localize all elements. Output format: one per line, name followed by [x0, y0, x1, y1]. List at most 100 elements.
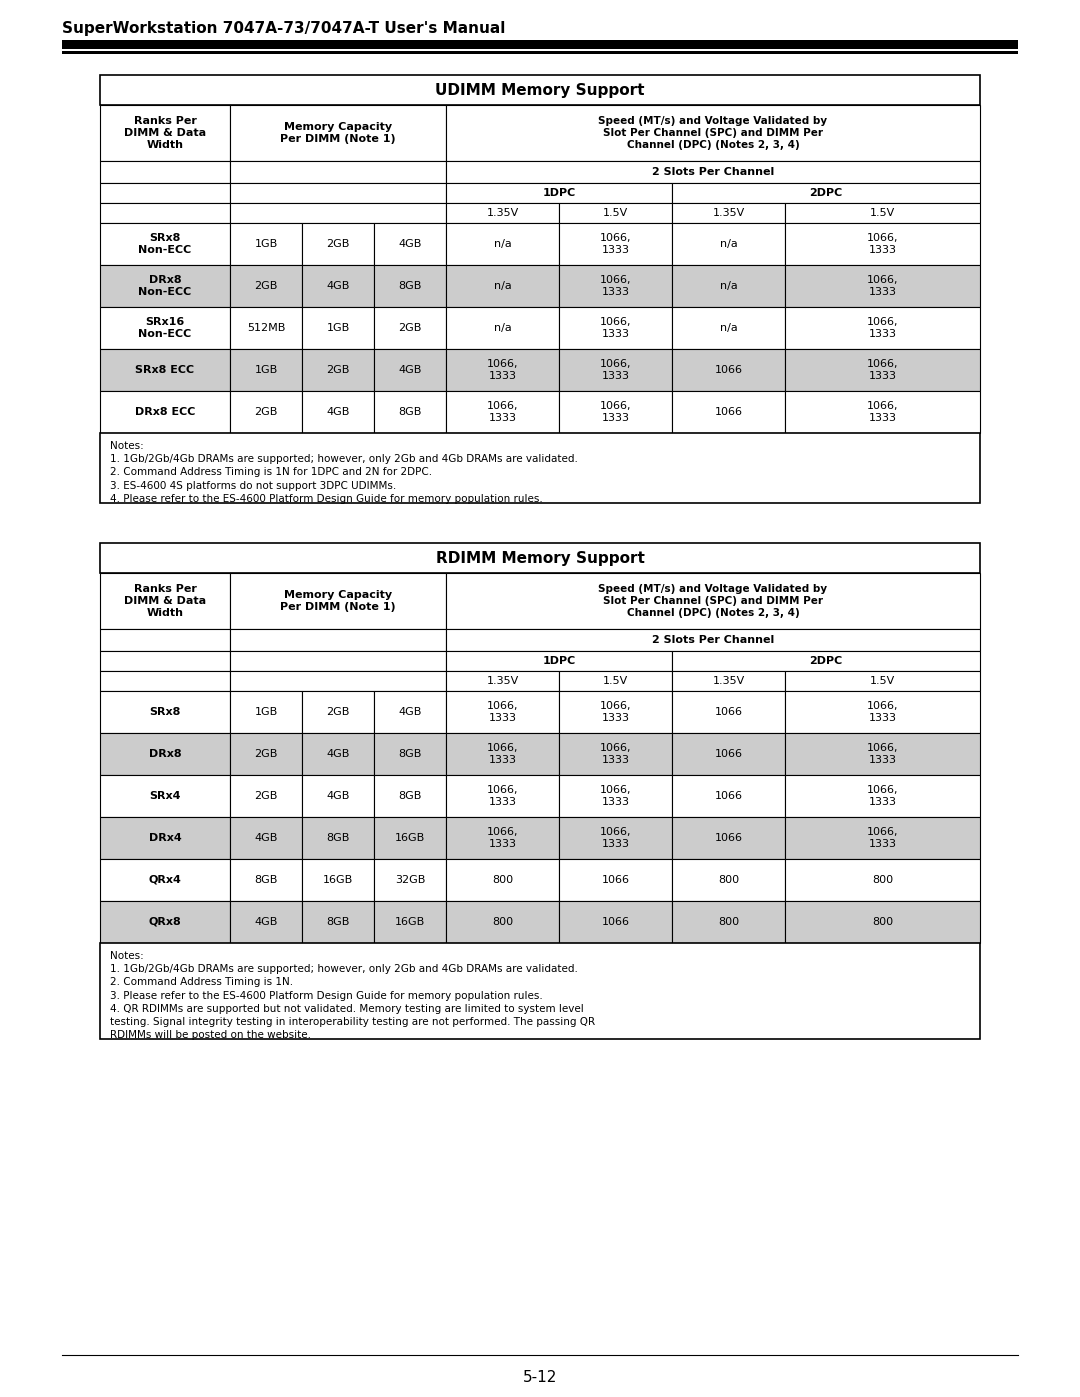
- Bar: [374, 391, 446, 433]
- Text: Ranks Per
DIMM & Data
Width: Ranks Per DIMM & Data Width: [124, 116, 206, 149]
- Bar: [785, 307, 980, 349]
- Bar: [446, 105, 980, 161]
- Bar: [559, 224, 672, 265]
- Bar: [446, 161, 980, 183]
- Text: 1066,
1333: 1066, 1333: [599, 317, 631, 339]
- Text: SuperWorkstation 7047A-73/7047A-T User's Manual: SuperWorkstation 7047A-73/7047A-T User's…: [62, 21, 505, 35]
- Text: SRx8
Non-ECC: SRx8 Non-ECC: [138, 233, 191, 254]
- Text: QRx4: QRx4: [149, 875, 181, 886]
- Bar: [230, 183, 446, 203]
- Text: 2 Slots Per Channel: 2 Slots Per Channel: [652, 168, 774, 177]
- Bar: [374, 733, 446, 775]
- Text: n/a: n/a: [719, 281, 738, 291]
- Text: 2GB: 2GB: [326, 365, 350, 374]
- Text: Ranks Per
DIMM & Data
Width: Ranks Per DIMM & Data Width: [124, 584, 206, 617]
- Text: 1.35V: 1.35V: [486, 208, 518, 218]
- Bar: [446, 203, 559, 224]
- Bar: [230, 671, 446, 692]
- Bar: [785, 203, 980, 224]
- Bar: [100, 817, 230, 859]
- Text: 800: 800: [872, 916, 893, 928]
- Text: 4GB: 4GB: [326, 791, 350, 800]
- Bar: [446, 265, 559, 307]
- Bar: [100, 901, 230, 943]
- Text: n/a: n/a: [719, 323, 738, 332]
- Text: 800: 800: [491, 916, 513, 928]
- Text: 1.5V: 1.5V: [869, 208, 895, 218]
- Bar: [302, 692, 374, 733]
- Text: 1DPC: 1DPC: [542, 189, 576, 198]
- Text: 1066,
1333: 1066, 1333: [487, 785, 518, 807]
- Bar: [446, 733, 559, 775]
- Bar: [374, 224, 446, 265]
- Text: DRx8: DRx8: [149, 749, 181, 759]
- Bar: [100, 105, 230, 161]
- Text: DRx4: DRx4: [149, 833, 181, 842]
- Bar: [230, 733, 302, 775]
- Text: 4GB: 4GB: [399, 239, 421, 249]
- Bar: [100, 265, 230, 307]
- Text: 2GB: 2GB: [326, 239, 350, 249]
- Text: 1066: 1066: [715, 707, 743, 717]
- Bar: [446, 391, 559, 433]
- Text: 2GB: 2GB: [399, 323, 421, 332]
- Bar: [230, 817, 302, 859]
- Text: Speed (MT/s) and Voltage Validated by
Slot Per Channel (SPC) and DIMM Per
Channe: Speed (MT/s) and Voltage Validated by Sl…: [598, 584, 827, 617]
- Bar: [446, 183, 672, 203]
- Bar: [100, 75, 980, 105]
- Text: 2GB: 2GB: [254, 281, 278, 291]
- Bar: [559, 307, 672, 349]
- Bar: [374, 349, 446, 391]
- Bar: [672, 859, 785, 901]
- Text: 1066: 1066: [715, 833, 743, 842]
- Text: 1066,
1333: 1066, 1333: [599, 701, 631, 722]
- Bar: [230, 901, 302, 943]
- Text: 4GB: 4GB: [399, 365, 421, 374]
- Bar: [446, 651, 672, 671]
- Text: 1066,
1333: 1066, 1333: [487, 401, 518, 423]
- Bar: [446, 224, 559, 265]
- Text: 32GB: 32GB: [395, 875, 426, 886]
- Bar: [230, 859, 302, 901]
- Bar: [559, 391, 672, 433]
- Text: 1.5V: 1.5V: [603, 676, 629, 686]
- Text: 8GB: 8GB: [326, 833, 350, 842]
- Text: 4GB: 4GB: [326, 749, 350, 759]
- Bar: [100, 573, 230, 629]
- Text: 8GB: 8GB: [399, 281, 421, 291]
- Text: 1066,
1333: 1066, 1333: [599, 401, 631, 423]
- Text: 1066,
1333: 1066, 1333: [599, 785, 631, 807]
- Bar: [446, 573, 980, 629]
- Bar: [559, 733, 672, 775]
- Text: 4GB: 4GB: [254, 916, 278, 928]
- Text: 1066,
1333: 1066, 1333: [599, 827, 631, 849]
- Text: 1.35V: 1.35V: [713, 208, 744, 218]
- Bar: [230, 629, 446, 651]
- Bar: [302, 817, 374, 859]
- Text: 800: 800: [491, 875, 513, 886]
- Text: 800: 800: [872, 875, 893, 886]
- Bar: [446, 307, 559, 349]
- Text: 1066: 1066: [715, 407, 743, 416]
- Bar: [100, 543, 980, 573]
- Text: 1066,
1333: 1066, 1333: [867, 743, 899, 764]
- Bar: [672, 733, 785, 775]
- Text: 1066,
1333: 1066, 1333: [487, 743, 518, 764]
- Text: 1066: 1066: [602, 875, 630, 886]
- Bar: [672, 651, 980, 671]
- Bar: [672, 775, 785, 817]
- Text: 1DPC: 1DPC: [542, 657, 576, 666]
- Bar: [559, 901, 672, 943]
- Bar: [559, 349, 672, 391]
- Text: 1066,
1333: 1066, 1333: [487, 827, 518, 849]
- Bar: [559, 671, 672, 692]
- Text: 1066,
1333: 1066, 1333: [487, 701, 518, 722]
- Text: n/a: n/a: [494, 281, 511, 291]
- Bar: [100, 161, 230, 183]
- Text: 1GB: 1GB: [255, 239, 278, 249]
- Text: 1066,
1333: 1066, 1333: [867, 401, 899, 423]
- Bar: [230, 651, 446, 671]
- Bar: [785, 775, 980, 817]
- Bar: [230, 203, 446, 224]
- Text: 16GB: 16GB: [395, 916, 426, 928]
